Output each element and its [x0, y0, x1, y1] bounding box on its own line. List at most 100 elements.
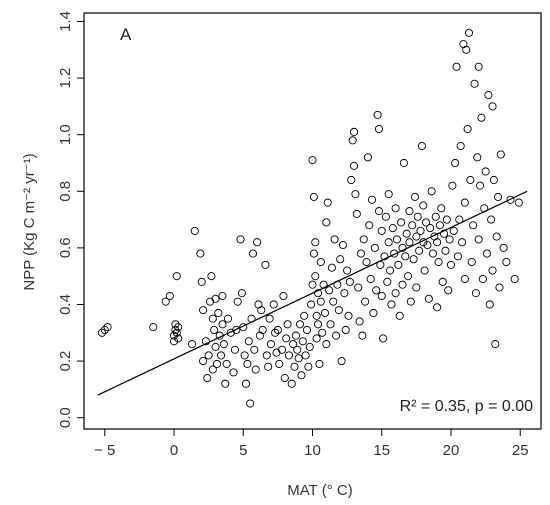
data-point — [487, 215, 496, 224]
data-point — [401, 252, 410, 261]
data-point — [300, 311, 309, 320]
data-point — [294, 354, 303, 363]
data-point — [248, 249, 258, 258]
data-point — [261, 260, 270, 269]
data-point — [391, 289, 400, 298]
data-point — [362, 257, 371, 267]
data-point — [467, 257, 476, 267]
data-point — [361, 297, 370, 306]
data-point — [205, 297, 215, 306]
data-point — [494, 192, 503, 201]
data-point — [349, 127, 359, 136]
data-point — [103, 323, 112, 332]
data-point — [169, 337, 179, 346]
data-point — [367, 195, 377, 204]
data-point — [437, 204, 446, 213]
y-tick-label: 0.2 — [57, 351, 74, 372]
data-point — [348, 136, 357, 145]
data-point — [327, 263, 336, 272]
data-point — [323, 198, 332, 207]
data-point — [320, 308, 330, 318]
data-point — [355, 317, 364, 326]
data-point — [232, 325, 241, 335]
data-point — [397, 218, 406, 227]
data-point — [510, 274, 519, 284]
data-point — [149, 323, 158, 332]
data-point — [322, 218, 331, 227]
data-point — [492, 232, 501, 241]
data-point — [325, 286, 334, 295]
data-point — [491, 340, 500, 349]
data-point — [434, 257, 443, 267]
data-point — [311, 272, 320, 281]
data-point — [308, 280, 317, 289]
data-point — [442, 215, 451, 224]
data-point — [370, 243, 379, 252]
data-point — [502, 257, 511, 267]
data-point — [331, 331, 341, 340]
regression-line — [97, 190, 528, 396]
data-point — [343, 266, 352, 275]
data-point — [451, 158, 460, 168]
data-point — [460, 198, 469, 207]
data-point — [381, 212, 390, 221]
data-point — [377, 226, 386, 235]
data-point — [379, 334, 388, 343]
data-point — [255, 331, 264, 340]
y-axis: 0.0 0.2 0.4 0.6 0.8 1.0 1.2 1.4 — [57, 11, 84, 428]
data-point — [473, 153, 482, 162]
data-point — [420, 266, 429, 275]
data-point — [422, 218, 431, 227]
data-point — [218, 291, 227, 301]
data-point — [308, 156, 317, 165]
data-point — [305, 342, 314, 351]
data-point — [482, 249, 492, 258]
data-point — [388, 224, 397, 233]
data-point — [280, 374, 289, 383]
data-point — [277, 345, 287, 354]
data-point — [312, 311, 321, 320]
data-point — [218, 320, 227, 329]
data-point — [478, 274, 487, 284]
data-point — [174, 334, 183, 343]
data-point — [386, 266, 395, 275]
data-point — [190, 226, 199, 235]
y-axis-label: NPP (Kg C m⁻² yr⁻¹) — [21, 153, 38, 290]
data-point — [416, 226, 425, 235]
data-point — [446, 260, 456, 269]
data-point — [462, 45, 471, 54]
data-point — [203, 374, 212, 383]
data-point — [441, 246, 450, 255]
data-point — [499, 243, 508, 252]
data-point — [347, 175, 356, 185]
data-point — [201, 337, 210, 346]
plot-area-frame — [83, 12, 542, 430]
data-point — [222, 359, 231, 368]
data-point — [318, 328, 327, 337]
data-point — [165, 291, 174, 301]
data-point — [365, 221, 374, 230]
data-point — [352, 209, 361, 218]
y-tick-label: 1.4 — [57, 11, 74, 32]
data-point — [254, 300, 263, 309]
data-point — [271, 328, 280, 337]
data-point — [456, 141, 465, 151]
data-point — [463, 124, 472, 134]
data-point — [469, 221, 478, 230]
data-point — [374, 207, 384, 216]
data-point — [449, 226, 458, 235]
data-point — [275, 359, 284, 368]
data-point — [313, 320, 323, 329]
data-point — [340, 289, 349, 298]
data-point — [282, 334, 291, 343]
data-point — [358, 331, 367, 340]
data-point — [265, 314, 274, 323]
data-point — [269, 300, 278, 309]
data-point — [97, 328, 107, 337]
data-point — [309, 249, 318, 258]
data-point — [341, 325, 350, 335]
data-point — [199, 306, 208, 315]
data-point — [460, 274, 469, 284]
data-point — [433, 238, 442, 247]
data-point — [383, 277, 392, 286]
